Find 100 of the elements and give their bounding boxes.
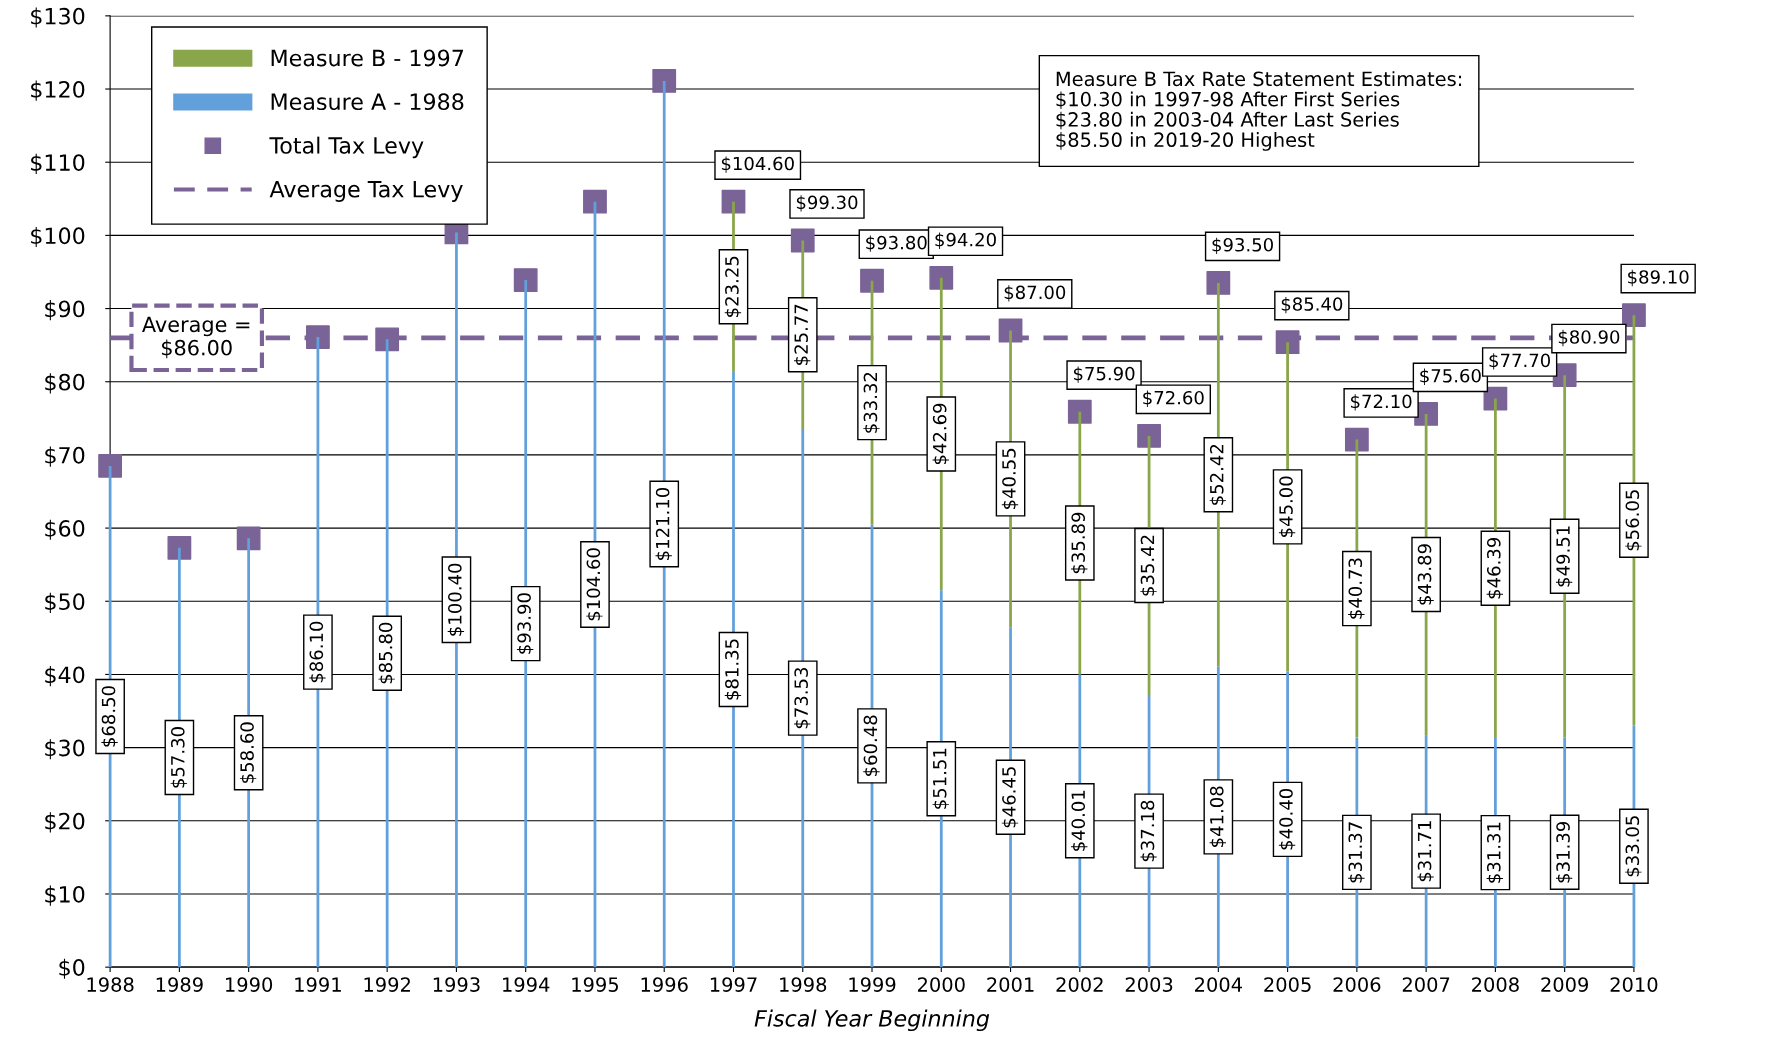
data-label: $33.32 bbox=[863, 372, 880, 433]
data-label: $49.51 bbox=[1555, 526, 1573, 587]
data-label: $40.40 bbox=[1278, 788, 1296, 850]
x-tick-label: 1997 bbox=[710, 977, 757, 992]
data-label: $33.05 bbox=[1625, 816, 1642, 877]
point bbox=[929, 265, 954, 290]
x-tick-label: 2005 bbox=[1264, 977, 1311, 992]
data-label: $93.80 bbox=[866, 235, 927, 252]
data-label: $73.53 bbox=[794, 667, 811, 729]
point bbox=[1622, 303, 1646, 328]
legend-label: Measure B - 1997 bbox=[271, 49, 464, 67]
data-label: $85.80 bbox=[378, 622, 395, 684]
point bbox=[513, 268, 538, 292]
point bbox=[306, 325, 330, 349]
data-label: $57.30 bbox=[170, 727, 188, 788]
data-label: $40.01 bbox=[1071, 790, 1088, 851]
x-tick-label: 1999 bbox=[849, 977, 896, 992]
y-tick-label: $40 bbox=[45, 666, 85, 687]
x-tick-label: 1995 bbox=[572, 977, 618, 992]
data-label: $72.60 bbox=[1143, 390, 1204, 407]
y-tick-label: $0 bbox=[59, 958, 85, 979]
data-label: $52.42 bbox=[1209, 444, 1226, 505]
y-tick-label: $10 bbox=[45, 885, 85, 906]
data-label: $35.42 bbox=[1140, 535, 1157, 596]
data-label: $100.40 bbox=[447, 563, 465, 636]
data-label: $25.77 bbox=[794, 304, 811, 365]
x-tick-label: 2003 bbox=[1125, 977, 1173, 992]
point bbox=[375, 327, 400, 352]
data-label: $75.90 bbox=[1073, 366, 1135, 383]
data-label: $31.71 bbox=[1417, 821, 1434, 882]
data-label: $31.39 bbox=[1555, 821, 1573, 883]
x-tick-label: 1991 bbox=[295, 977, 341, 992]
point bbox=[1344, 427, 1369, 452]
data-label: $81.35 bbox=[724, 639, 742, 700]
y-tick-label: $110 bbox=[31, 153, 85, 174]
data-label: $77.70 bbox=[1489, 353, 1551, 370]
point bbox=[98, 454, 123, 478]
data-label: $43.89 bbox=[1417, 544, 1434, 605]
data-label: $31.31 bbox=[1486, 822, 1504, 883]
data-label: $23.25 bbox=[724, 256, 742, 317]
x-tick-label: 2008 bbox=[1472, 977, 1519, 992]
point bbox=[721, 189, 746, 214]
data-label: $87.00 bbox=[1004, 285, 1066, 302]
data-label: $104.60 bbox=[721, 156, 794, 173]
data-label: $85.40 bbox=[1281, 296, 1343, 314]
y-tick-label: $20 bbox=[45, 812, 85, 833]
y-tick-label: $120 bbox=[31, 80, 85, 101]
data-label: $35.89 bbox=[1071, 512, 1088, 574]
x-tick-label: 2002 bbox=[1056, 977, 1103, 992]
point bbox=[860, 268, 884, 293]
data-label: $68.50 bbox=[101, 686, 118, 747]
x-tick-label: 1992 bbox=[364, 977, 410, 992]
legend-label: Average Tax Levy bbox=[269, 181, 463, 202]
y-tick-label: $130 bbox=[31, 7, 85, 28]
point bbox=[652, 69, 677, 93]
x-tick-label: 2006 bbox=[1333, 977, 1381, 992]
x-tick-label: 1989 bbox=[156, 977, 203, 992]
data-label: $51.51 bbox=[932, 748, 949, 809]
point bbox=[1206, 271, 1231, 295]
x-tick-label: 1996 bbox=[641, 977, 688, 992]
x-tick-label: 1990 bbox=[226, 977, 273, 992]
data-label: $75.60 bbox=[1420, 368, 1481, 385]
y-tick-label: $100 bbox=[31, 226, 85, 248]
point bbox=[1275, 330, 1300, 355]
data-label: $60.48 bbox=[863, 715, 880, 776]
data-label: $121.10 bbox=[655, 487, 672, 560]
data-label: $41.08 bbox=[1209, 786, 1226, 847]
data-label: $80.90 bbox=[1558, 329, 1620, 347]
x-tick-label: 2007 bbox=[1402, 977, 1450, 992]
data-label: $56.05 bbox=[1625, 490, 1642, 551]
x-tick-label: 1994 bbox=[503, 977, 550, 992]
legend-label: Measure A - 1988 bbox=[271, 93, 464, 111]
x-tick-label: 2000 bbox=[917, 977, 965, 992]
point bbox=[790, 228, 815, 253]
y-tick-label: $80 bbox=[45, 373, 85, 394]
y-tick-label: $90 bbox=[45, 300, 85, 321]
y-tick-label: $70 bbox=[45, 446, 85, 467]
data-label: $45.00 bbox=[1278, 476, 1296, 537]
x-tick-label: 2001 bbox=[987, 977, 1034, 992]
data-label: $72.10 bbox=[1351, 394, 1412, 411]
x-tick-label: 2004 bbox=[1195, 977, 1242, 992]
data-label: $46.45 bbox=[1001, 767, 1019, 828]
y-tick-label: $30 bbox=[45, 739, 85, 760]
legend-label: Total Tax Levy bbox=[269, 136, 424, 159]
data-label: $89.10 bbox=[1628, 269, 1689, 287]
data-label: $40.55 bbox=[1001, 448, 1019, 509]
data-label: $42.69 bbox=[932, 403, 949, 465]
data-label: $40.73 bbox=[1348, 558, 1365, 619]
point bbox=[1067, 399, 1092, 424]
data-label: $99.30 bbox=[796, 195, 858, 212]
annotation: Measure B Tax Rate Statement Estimates: $10.30 in 1997-98 After First Series $23.80 in 2003-04 After Last Series $85.50 in 2019-20 Highest bbox=[1056, 71, 1462, 151]
point bbox=[1137, 423, 1161, 448]
point bbox=[167, 535, 192, 560]
point bbox=[236, 526, 261, 551]
data-label: $94.20 bbox=[935, 232, 996, 249]
data-label: $93.50 bbox=[1212, 237, 1273, 254]
data-label: $93.90 bbox=[516, 593, 534, 654]
x-tick-label: 1998 bbox=[780, 977, 827, 992]
x-tick-label: 2010 bbox=[1610, 977, 1658, 992]
point bbox=[583, 189, 607, 214]
